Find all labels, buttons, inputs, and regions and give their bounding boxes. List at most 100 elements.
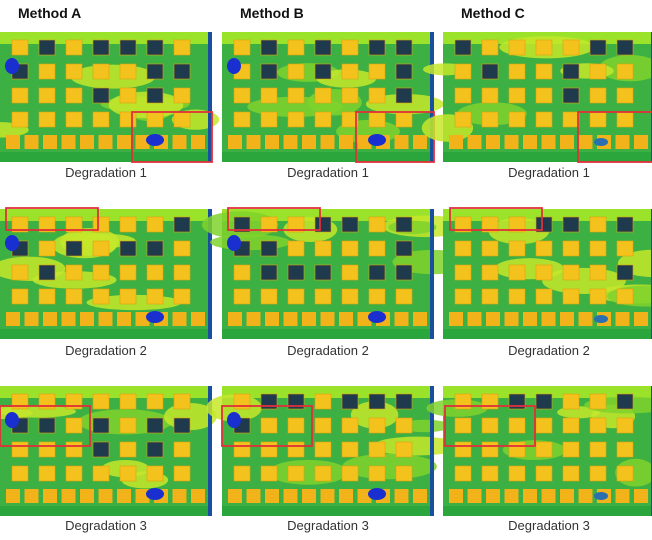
window [173, 417, 191, 434]
base-block [80, 489, 94, 503]
window [65, 63, 83, 80]
blob [146, 134, 164, 146]
base-block [504, 489, 519, 503]
window [454, 264, 472, 281]
base-block [541, 489, 556, 503]
base-block [246, 135, 261, 149]
window [38, 465, 56, 482]
window [146, 216, 164, 233]
window [92, 111, 110, 128]
facade-image [206, 386, 462, 516]
window [65, 417, 83, 434]
window [535, 63, 553, 80]
window [395, 111, 413, 128]
window [341, 216, 359, 233]
base-block [394, 489, 409, 503]
base-block [228, 135, 242, 149]
ground [0, 152, 212, 162]
patch [388, 220, 437, 234]
window [11, 441, 29, 458]
column-header: Method A [18, 5, 81, 21]
window [119, 264, 137, 281]
window [173, 216, 191, 233]
window [146, 417, 164, 434]
window [535, 264, 553, 281]
window [260, 39, 278, 56]
facade-image [0, 207, 212, 339]
window [260, 288, 278, 305]
window [368, 111, 386, 128]
blob [594, 315, 608, 323]
window [535, 39, 553, 56]
window [341, 63, 359, 80]
window [341, 393, 359, 410]
ground [0, 506, 212, 516]
base-block [172, 312, 187, 326]
base-block [339, 489, 353, 503]
window [92, 87, 110, 104]
blob [368, 488, 386, 500]
base-block [523, 489, 537, 503]
window [173, 240, 191, 257]
window [38, 216, 56, 233]
base-block [634, 489, 648, 503]
window [65, 39, 83, 56]
blob [368, 134, 386, 146]
window [535, 393, 553, 410]
window [146, 63, 164, 80]
base-block [135, 135, 150, 149]
base-block [61, 489, 76, 503]
base-block [302, 489, 316, 503]
base-block [486, 489, 500, 503]
window [341, 465, 359, 482]
base-block [265, 312, 279, 326]
window [38, 63, 56, 80]
base-block [541, 135, 556, 149]
facade-image [426, 386, 652, 516]
base-block [135, 312, 150, 326]
window [562, 417, 580, 434]
caption: Degradation 2 [508, 343, 590, 358]
window [454, 417, 472, 434]
window [589, 441, 607, 458]
base-block [6, 489, 20, 503]
base-block [394, 312, 409, 326]
window [38, 39, 56, 56]
highlight-box [577, 111, 652, 163]
window [173, 63, 191, 80]
window [589, 111, 607, 128]
window [146, 441, 164, 458]
window [38, 441, 56, 458]
window [119, 240, 137, 257]
base-block [467, 312, 482, 326]
window [260, 111, 278, 128]
window [341, 264, 359, 281]
window [11, 111, 29, 128]
window [341, 39, 359, 56]
window [589, 288, 607, 305]
window [287, 63, 305, 80]
caption: Degradation 3 [65, 518, 147, 533]
window [173, 87, 191, 104]
window [65, 87, 83, 104]
window [508, 39, 526, 56]
blob [5, 235, 19, 251]
window [314, 417, 332, 434]
window [535, 465, 553, 482]
base-block [467, 135, 482, 149]
base-block [43, 489, 57, 503]
window [535, 288, 553, 305]
window [341, 240, 359, 257]
base-block [578, 135, 593, 149]
window [395, 216, 413, 233]
blob [594, 138, 608, 146]
base-block [578, 312, 593, 326]
window [92, 441, 110, 458]
window [233, 465, 251, 482]
window [314, 240, 332, 257]
window [287, 240, 305, 257]
base-block [357, 489, 372, 503]
base-block [265, 489, 279, 503]
window [11, 465, 29, 482]
